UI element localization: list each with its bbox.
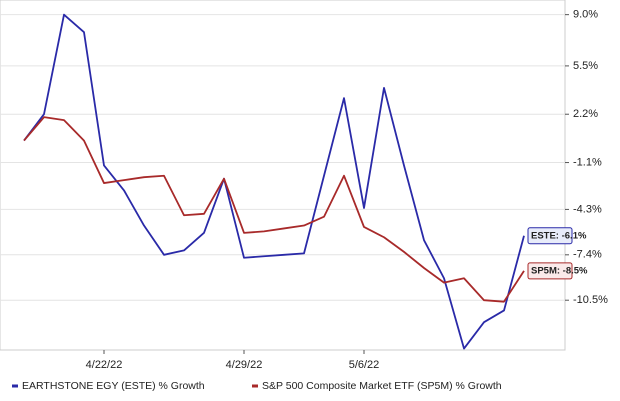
- plot-area: [0, 0, 566, 351]
- end-label: SP5M: -8.5%: [531, 265, 588, 276]
- series-line: [23, 13, 525, 350]
- end-label: ESTE: -6.1%: [531, 230, 587, 241]
- legend-label: S&P 500 Composite Market ETF (SP5M) % Gr…: [262, 380, 502, 392]
- end-label-box: [527, 262, 573, 280]
- x-tick-label: 5/6/22: [349, 359, 380, 371]
- y-tick-label: 9.0%: [573, 9, 598, 21]
- x-tick-label: 4/22/22: [86, 359, 123, 371]
- series-line: [23, 116, 525, 303]
- y-tick-label: -7.4%: [573, 249, 602, 261]
- x-tick-label: 4/29/22: [226, 359, 263, 371]
- y-tick-label: -4.3%: [573, 203, 602, 215]
- y-tick-label: -10.5%: [573, 294, 608, 306]
- y-tick-label: 2.2%: [573, 108, 598, 120]
- y-tick-label: -1.1%: [573, 156, 602, 168]
- legend-label: EARTHSTONE EGY (ESTE) % Growth: [22, 380, 205, 392]
- end-label-box: [527, 227, 573, 245]
- y-tick-label: 5.5%: [573, 60, 598, 72]
